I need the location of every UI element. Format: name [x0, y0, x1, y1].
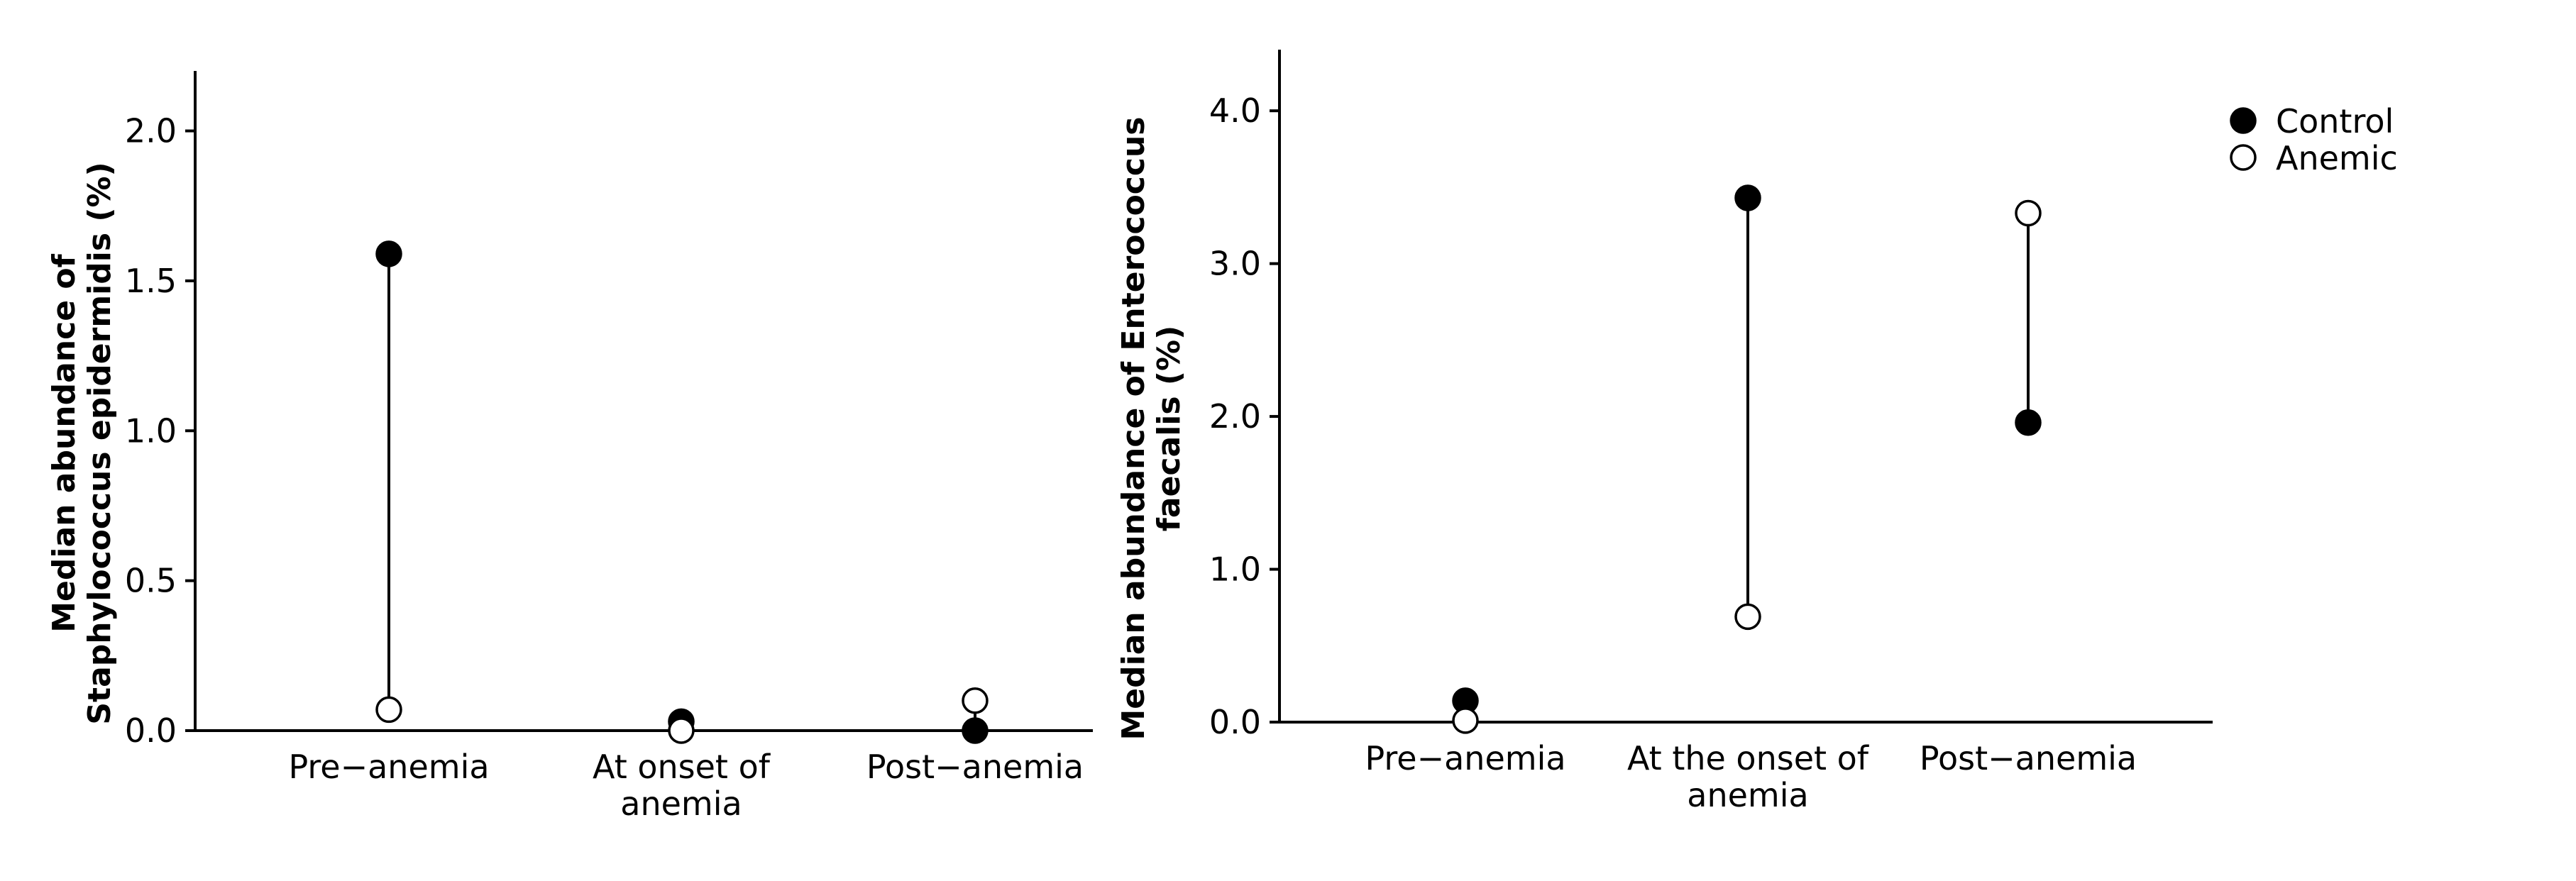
chart-panel-2: 0.0 1.0 2.0 3.0 4.0 Median abundance of Enter… — [1116, 50, 2213, 814]
control-point — [962, 717, 989, 744]
legend-label-control: Control — [2276, 102, 2394, 140]
y-axis-title: faecalis (%) — [1151, 326, 1187, 531]
y-axis-title: Staphylococcus epidermidis (%) — [82, 162, 118, 724]
y-tick-label: 4.0 — [1209, 92, 1261, 130]
y-tick-label: 0.0 — [1209, 703, 1261, 741]
anemic-point — [668, 717, 695, 744]
anemic-point — [375, 696, 402, 724]
x-tick-label: Pre−anemia — [1365, 739, 1565, 777]
y-tick-label: 1.5 — [125, 262, 177, 300]
legend-label-anemic: Anemic — [2276, 139, 2398, 177]
y-tick-label: 3.0 — [1209, 245, 1261, 283]
x-tick-label: At onset of — [593, 748, 771, 786]
control-point — [375, 240, 402, 267]
x-tick-label: Post−anemia — [866, 748, 1084, 786]
y-tick-label: 0.0 — [125, 711, 177, 750]
anemic-point — [2015, 199, 2042, 227]
x-tick-label: Post−anemia — [1920, 739, 2137, 777]
y-tick-label: 2.0 — [125, 112, 177, 150]
y-axis-title: Median abundance of Enterococcus — [1116, 117, 1152, 741]
anemic-point — [1452, 707, 1479, 734]
x-tick-label: anemia — [1687, 776, 1808, 814]
y-tick-label: 2.0 — [1209, 397, 1261, 436]
x-tick-label: At the onset of — [1627, 739, 1870, 777]
control-point — [1734, 184, 1761, 211]
legend: Control Anemic — [2230, 102, 2398, 177]
legend-marker-anemic — [2230, 144, 2257, 171]
x-tick-label: anemia — [620, 785, 742, 823]
y-tick-label: 1.0 — [125, 411, 177, 450]
anemic-point — [1734, 603, 1761, 631]
control-point — [2015, 409, 2042, 436]
legend-marker-control — [2230, 107, 2257, 134]
y-axis-title: Median abundance of — [46, 253, 82, 632]
y-tick-label: 1.0 — [1209, 550, 1261, 589]
anemic-point — [962, 687, 989, 714]
x-tick-label: Pre−anemia — [288, 748, 489, 786]
y-tick-label: 0.5 — [125, 562, 177, 600]
chart-panel-1: 0.0 0.5 1.0 1.5 2.0 Median abundance of Staphy… — [46, 71, 1093, 823]
